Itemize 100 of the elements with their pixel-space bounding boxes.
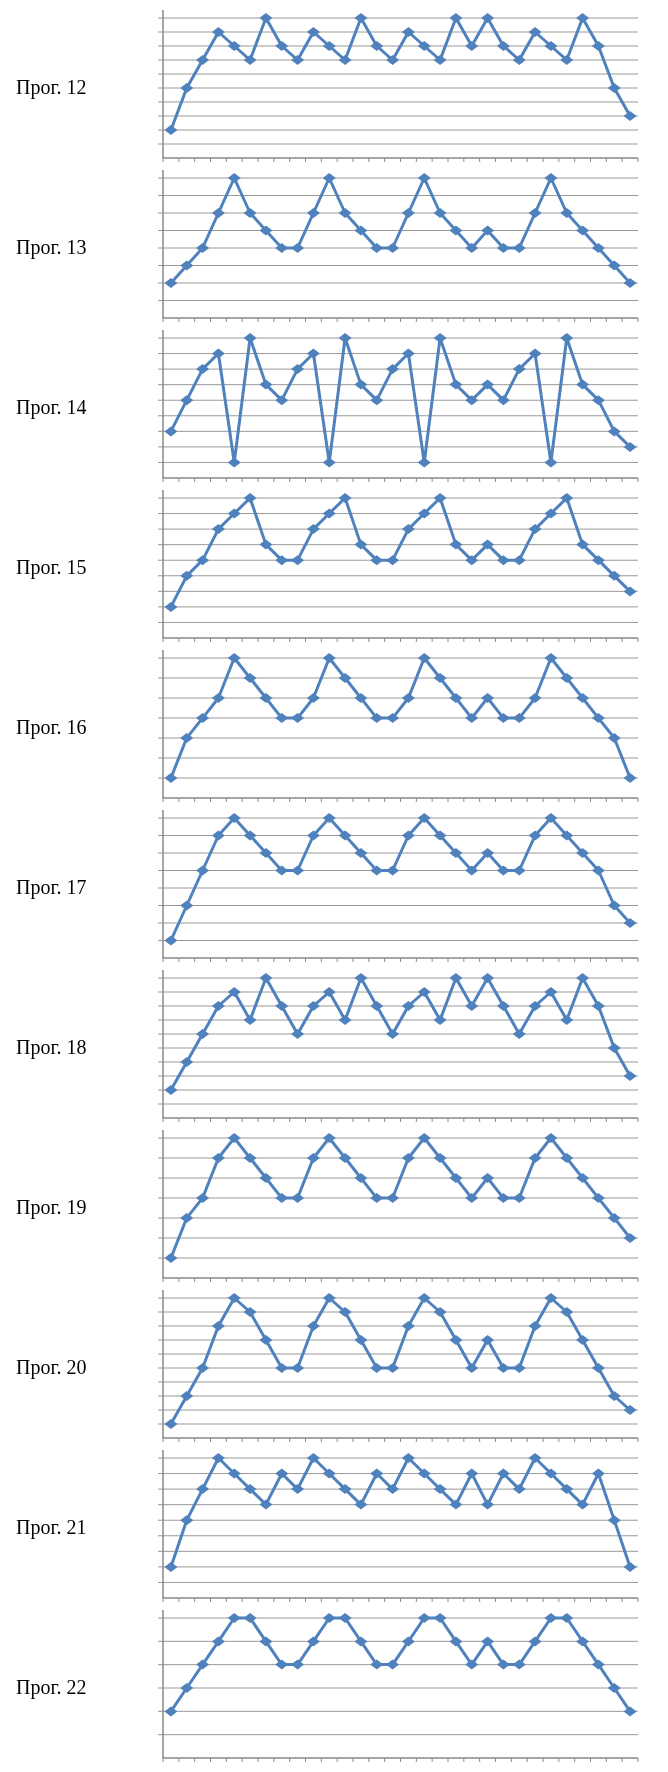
point: [370, 1659, 384, 1670]
point: [354, 1335, 368, 1345]
point: [465, 41, 479, 51]
point: [433, 493, 447, 503]
point: [417, 653, 431, 663]
point: [211, 348, 225, 359]
point: [259, 848, 273, 858]
point: [576, 225, 590, 236]
point: [401, 1453, 415, 1463]
point: [401, 1636, 415, 1647]
point: [386, 713, 400, 724]
point: [291, 1363, 305, 1373]
point: [465, 395, 479, 406]
point: [211, 1636, 225, 1647]
point: [354, 973, 368, 983]
point: [259, 1636, 273, 1647]
point: [481, 848, 495, 858]
point: [338, 493, 352, 503]
point: [259, 1499, 273, 1510]
point: [338, 830, 352, 841]
point: [417, 1293, 431, 1303]
point: [417, 1133, 431, 1143]
point: [417, 1468, 431, 1479]
point: [338, 1613, 352, 1623]
point: [291, 55, 305, 65]
text: Прог. 22: [16, 1676, 87, 1699]
point: [528, 693, 542, 704]
point: [449, 1499, 463, 1510]
point: [322, 1468, 336, 1479]
point: [354, 693, 368, 704]
point: [338, 1015, 352, 1025]
point: [544, 508, 558, 519]
point: [607, 1212, 621, 1223]
point: [512, 555, 526, 566]
point: [560, 1613, 574, 1623]
point: [623, 772, 637, 783]
point: [259, 1173, 273, 1184]
point: [449, 379, 463, 390]
point: [496, 395, 510, 406]
point: [591, 1659, 605, 1670]
point: [560, 493, 574, 503]
point: [591, 41, 605, 51]
point: [544, 1468, 558, 1479]
point: [560, 1153, 574, 1164]
point: [465, 713, 479, 724]
point: [512, 243, 526, 253]
point: [227, 1468, 241, 1479]
point: [370, 713, 384, 724]
point: [576, 1499, 590, 1510]
point: [291, 713, 305, 724]
point: [322, 508, 336, 519]
point: [227, 653, 241, 663]
point: [291, 1659, 305, 1670]
point: [291, 364, 305, 375]
point: [512, 1363, 526, 1373]
point: [338, 1153, 352, 1164]
point: [417, 173, 431, 183]
point: [370, 41, 384, 51]
point: [196, 1029, 210, 1039]
point: [259, 539, 273, 550]
text: Прог. 15: [16, 556, 87, 579]
point: [465, 865, 479, 876]
point: [180, 1391, 194, 1401]
point: [449, 693, 463, 704]
point: [512, 1193, 526, 1204]
point: [481, 1335, 495, 1345]
text: Прог. 18: [16, 1036, 87, 1059]
point: [354, 848, 368, 858]
point: [465, 1468, 479, 1479]
point: [481, 379, 495, 390]
point: [528, 1001, 542, 1011]
point: [512, 1659, 526, 1670]
point: [211, 524, 225, 535]
point: [481, 973, 495, 983]
point: [496, 555, 510, 566]
point: [180, 1212, 194, 1223]
point: [306, 693, 320, 704]
point: [306, 830, 320, 841]
point: [481, 225, 495, 236]
point: [512, 55, 526, 65]
point: [243, 1015, 257, 1025]
point: [607, 1683, 621, 1693]
point: [465, 555, 479, 566]
point: [512, 865, 526, 876]
point: [196, 1363, 210, 1373]
point: [180, 570, 194, 581]
point: [322, 41, 336, 51]
point: [481, 1499, 495, 1510]
point: [196, 713, 210, 724]
point: [496, 1193, 510, 1204]
point: [227, 41, 241, 51]
point: [623, 918, 637, 928]
point: [465, 1001, 479, 1011]
point: [496, 1659, 510, 1670]
point: [196, 243, 210, 253]
point: [417, 457, 431, 468]
point: [591, 395, 605, 406]
point: [401, 830, 415, 841]
point: [370, 555, 384, 566]
point: [449, 973, 463, 983]
